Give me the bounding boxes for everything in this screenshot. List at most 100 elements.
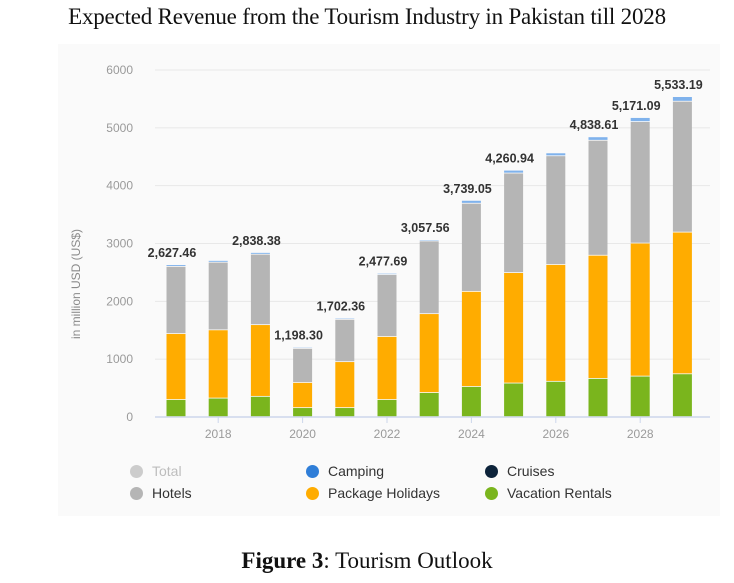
- bar-hotels[interactable]: [166, 266, 186, 334]
- y-axis-label: in million USD (US$): [69, 229, 83, 339]
- bar-vacation-rentals[interactable]: [293, 408, 313, 417]
- y-tick-label: 5000: [106, 121, 133, 135]
- bar-camping[interactable]: [630, 117, 650, 122]
- total-data-label: 5,533.19: [654, 78, 703, 92]
- legend-label: Hotels: [152, 485, 192, 501]
- x-tick-label: 2018: [205, 427, 232, 441]
- stacked-bar-chart: 0 1000 2000 3000 4000 5000 6000 2,627.46 2,838.…: [69, 63, 710, 441]
- bar-vacation-rentals[interactable]: [208, 398, 228, 417]
- total-data-label: 4,838.61: [570, 118, 619, 132]
- chart-panel: 0 1000 2000 3000 4000 5000 6000 2,627.46 2,838.…: [58, 44, 720, 516]
- bar-vacation-rentals[interactable]: [630, 376, 650, 417]
- bar-package-holidays[interactable]: [419, 314, 439, 393]
- total-data-label: 2,838.38: [232, 234, 281, 248]
- legend-item-camping[interactable]: Camping: [306, 463, 384, 479]
- bar-package-holidays[interactable]: [588, 255, 608, 379]
- y-tick-label: 4000: [106, 179, 133, 193]
- total-data-label: 5,171.09: [612, 99, 661, 113]
- caption-label: Figure 3: [241, 548, 324, 573]
- bar-hotels[interactable]: [208, 262, 228, 330]
- legend-dot-icon: [130, 464, 143, 478]
- total-data-label: 3,739.05: [443, 182, 492, 196]
- bar-package-holidays[interactable]: [166, 333, 186, 400]
- legend-item-package-holidays[interactable]: Package Holidays: [306, 485, 440, 501]
- total-data-label: 2,477.69: [359, 255, 408, 269]
- bar-package-holidays[interactable]: [504, 272, 524, 383]
- x-tick-label: 2026: [542, 427, 569, 441]
- bar-camping[interactable]: [504, 170, 524, 173]
- bar-package-holidays[interactable]: [335, 362, 355, 408]
- legend-dot-icon: [130, 486, 143, 500]
- y-tick-label: 2000: [106, 294, 133, 308]
- bar-hotels[interactable]: [672, 101, 692, 232]
- legend-label: Cruises: [507, 463, 555, 479]
- bar-hotels[interactable]: [546, 156, 566, 265]
- legend-item-cruises[interactable]: Cruises: [485, 463, 554, 479]
- y-tick-label: 0: [126, 410, 133, 424]
- bar-hotels[interactable]: [419, 241, 439, 314]
- bar-hotels[interactable]: [504, 173, 524, 273]
- bar-vacation-rentals[interactable]: [419, 392, 439, 417]
- total-data-label: 1,702.36: [316, 300, 365, 314]
- y-axis-ticks: 0 1000 2000 3000 4000 5000 6000: [106, 63, 133, 424]
- bar-camping[interactable]: [588, 137, 608, 140]
- total-data-label: 4,260.94: [485, 152, 534, 166]
- x-axis-ticks: 2018 2020 2022 2024 2026 2028: [205, 417, 654, 441]
- legend: Total Camping Cruises Hotels Package Holiday…: [130, 463, 690, 513]
- x-tick-label: 2020: [289, 427, 316, 441]
- legend-label: Camping: [328, 463, 385, 479]
- legend-label: Total: [152, 463, 182, 479]
- legend-label: Package Holidays: [328, 485, 441, 501]
- bar-camping[interactable]: [208, 260, 228, 262]
- bar-camping[interactable]: [672, 97, 692, 101]
- bar-vacation-rentals[interactable]: [250, 396, 270, 417]
- bar-vacation-rentals[interactable]: [461, 386, 481, 417]
- bar-camping[interactable]: [250, 252, 270, 254]
- bar-camping[interactable]: [461, 200, 481, 203]
- bar-package-holidays[interactable]: [250, 325, 270, 396]
- bar-hotels[interactable]: [250, 254, 270, 325]
- bar-vacation-rentals[interactable]: [546, 381, 566, 417]
- total-labels: 2,627.46 2,838.38 1,198.30 1,702.36 2,477.69…: [148, 78, 703, 343]
- legend-item-total[interactable]: Total: [130, 463, 182, 479]
- bar-package-holidays[interactable]: [208, 330, 228, 398]
- bar-hotels[interactable]: [588, 140, 608, 255]
- total-data-label: 1,198.30: [274, 329, 323, 343]
- bar-hotels[interactable]: [461, 203, 481, 291]
- y-tick-label: 6000: [106, 63, 133, 77]
- legend-dot-icon: [306, 464, 319, 478]
- legend-dot-icon: [485, 486, 498, 500]
- caption-text: : Tourism Outlook: [323, 548, 493, 573]
- bar-package-holidays[interactable]: [377, 336, 397, 400]
- bar-package-holidays[interactable]: [546, 264, 566, 381]
- legend-dot-icon: [485, 464, 498, 478]
- legend-dot-icon: [306, 486, 319, 500]
- bar-vacation-rentals[interactable]: [335, 408, 355, 417]
- total-data-label: 2,627.46: [148, 246, 197, 260]
- bar-package-holidays[interactable]: [461, 291, 481, 387]
- legend-label: Vacation Rentals: [507, 485, 612, 501]
- bar-hotels[interactable]: [293, 348, 313, 383]
- x-tick-label: 2024: [458, 427, 485, 441]
- bar-camping[interactable]: [546, 153, 566, 156]
- legend-item-hotels[interactable]: Hotels: [130, 485, 192, 501]
- bar-vacation-rentals[interactable]: [504, 383, 524, 417]
- bar-vacation-rentals[interactable]: [166, 399, 186, 417]
- total-data-label: 3,057.56: [401, 221, 450, 235]
- chart-title: Expected Revenue from the Tourism Indust…: [68, 4, 666, 29]
- y-tick-label: 3000: [106, 237, 133, 251]
- bar-hotels[interactable]: [335, 319, 355, 362]
- bar-hotels[interactable]: [630, 121, 650, 243]
- bar-package-holidays[interactable]: [672, 232, 692, 374]
- bar-vacation-rentals[interactable]: [588, 378, 608, 417]
- bar-vacation-rentals[interactable]: [377, 399, 397, 417]
- legend-item-vacation-rentals[interactable]: Vacation Rentals: [485, 485, 612, 501]
- bar-hotels[interactable]: [377, 274, 397, 337]
- bar-vacation-rentals[interactable]: [672, 374, 692, 417]
- bar-package-holidays[interactable]: [630, 243, 650, 376]
- gridlines: [155, 69, 710, 418]
- bar-package-holidays[interactable]: [293, 382, 313, 408]
- x-tick-label: 2022: [374, 427, 401, 441]
- y-tick-label: 1000: [106, 352, 133, 366]
- bar-camping[interactable]: [166, 265, 186, 267]
